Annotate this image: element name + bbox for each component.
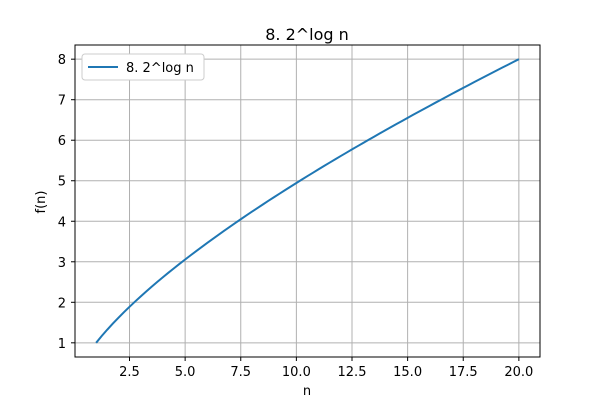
y-tick-label: 6 <box>58 134 66 149</box>
y-axis-label: f(n) <box>34 191 49 214</box>
legend-entry: 8. 2^log n <box>126 61 194 76</box>
y-tick-label: 3 <box>58 256 66 271</box>
x-tick-label: 5.0 <box>175 365 196 380</box>
y-tick-label: 5 <box>58 175 66 190</box>
x-tick-label: 7.5 <box>230 365 251 380</box>
legend: 8. 2^log n <box>81 53 205 81</box>
x-tick-label: 12.5 <box>338 365 367 380</box>
series-line <box>95 58 520 344</box>
y-tick-label: 7 <box>58 94 66 109</box>
x-tick-label: 15.0 <box>393 365 422 380</box>
y-tick-label: 4 <box>58 215 66 230</box>
axes-frame <box>74 44 541 358</box>
y-tick-label: 8 <box>58 53 66 68</box>
ticks: 2.5 5.0 7.5 10.0 12.5 15.0 17.5 20.0 1 2 3 4 5 6 7 8 <box>58 53 534 380</box>
x-tick-label: 10.0 <box>282 365 311 380</box>
x-tick-label: 17.5 <box>449 365 478 380</box>
axes-border <box>74 44 541 358</box>
legend-box <box>81 53 205 81</box>
x-axis-label: n <box>303 384 311 399</box>
y-tick-label: 2 <box>58 296 66 311</box>
grid-lines <box>75 45 540 357</box>
x-tick-label: 2.5 <box>119 365 140 380</box>
plot-background <box>75 45 540 357</box>
x-tick-label: 20.0 <box>504 365 533 380</box>
chart-title: 8. 2^log n <box>265 25 349 44</box>
series-layer <box>95 58 520 344</box>
y-tick-label: 1 <box>58 337 66 352</box>
plot-area <box>75 45 540 357</box>
